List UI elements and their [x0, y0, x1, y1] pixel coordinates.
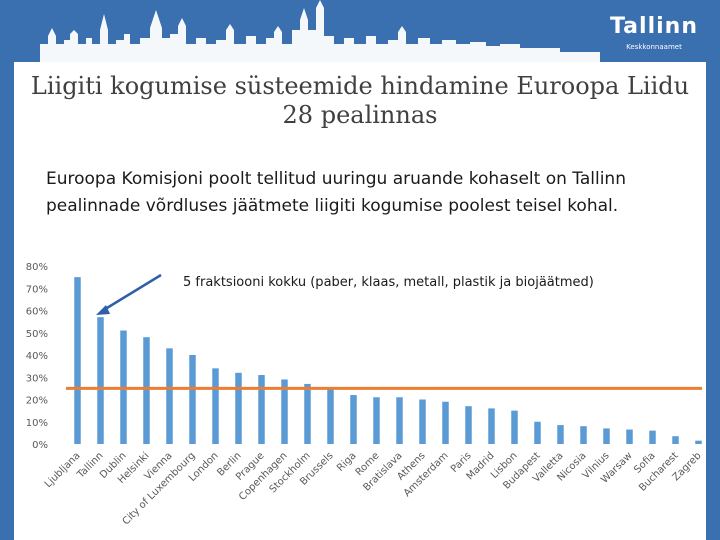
bar-rome: [373, 397, 380, 444]
bar-vienna: [166, 348, 173, 444]
y-axis: 0% 10% 20% 30% 40% 50% 60% 70% 80%: [26, 262, 48, 451]
y-tick-label: 30%: [26, 373, 48, 384]
bar-athens: [419, 399, 426, 444]
annotation-group: 5 fraktsiooni kokku (paber, klaas, metal…: [96, 273, 594, 315]
bar-valletta: [557, 425, 564, 444]
bar-copenhagen: [281, 379, 288, 444]
bar-tallinn: [97, 317, 104, 444]
y-tick-label: 10%: [26, 418, 48, 429]
bar-prague: [258, 375, 265, 444]
y-tick-label: 70%: [26, 284, 48, 295]
annotation-arrow: [101, 273, 162, 313]
arrow-head-icon: [96, 305, 110, 315]
bar-stockholm: [304, 383, 311, 444]
tallinn-logo: Tallinn Keskkonnaamet: [604, 14, 704, 54]
y-tick-label: 80%: [26, 262, 48, 273]
bar-zagreb: [695, 440, 702, 444]
bar-riga: [350, 395, 357, 444]
bar-bucharest: [672, 436, 679, 444]
logo-wordmark: Tallinn: [610, 14, 698, 39]
slide-subtitle: Euroopa Komisjoni poolt tellitud uuringu…: [46, 169, 626, 216]
bar-city-of-luxembourg: [189, 355, 196, 444]
slide-body: [14, 62, 706, 540]
bar-brussels: [327, 388, 334, 444]
x-axis-labels: LjubljanaTallinnDublinHelsinkiViennaCity…: [43, 450, 704, 527]
bar-helsinki: [143, 337, 150, 444]
bar-ljubljana: [74, 277, 81, 444]
y-tick-label: 20%: [26, 396, 48, 407]
bar-budapest: [534, 421, 541, 444]
logo-subtitle: Keskkonnaamet: [626, 43, 682, 51]
bar-bratislava: [396, 397, 403, 444]
bar-lisbon: [511, 410, 518, 444]
y-tick-label: 40%: [26, 351, 48, 362]
bar-warsaw: [626, 429, 633, 444]
bar-sofia: [649, 430, 656, 444]
annotation-text: 5 fraktsiooni kokku (paber, klaas, metal…: [183, 275, 594, 290]
y-tick-label: 50%: [26, 329, 48, 340]
city-skyline-illustration: [40, 0, 600, 66]
bar-paris: [465, 406, 472, 444]
slide-title: Liigiti kogumise süsteemide hindamine Eu…: [30, 72, 690, 129]
y-tick-label: 0%: [32, 440, 48, 451]
bar-berlin: [235, 372, 242, 444]
bar-vilnius: [603, 428, 610, 444]
bar-amsterdam: [442, 401, 449, 444]
bar-chart: 0% 10% 20% 30% 40% 50% 60% 70% 80% LjubljanaTall…: [26, 262, 704, 527]
y-tick-label: 60%: [26, 307, 48, 318]
bar-madrid: [488, 408, 495, 444]
bar-london: [212, 368, 219, 444]
bars-group: [74, 277, 702, 444]
bar-nicosia: [580, 426, 587, 444]
